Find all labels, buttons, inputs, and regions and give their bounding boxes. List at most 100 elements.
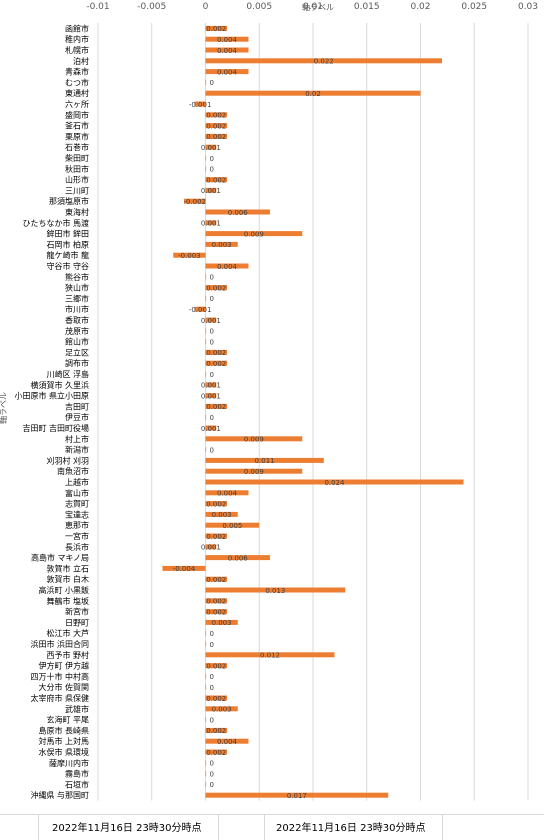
bar-value-label: 0.009 bbox=[244, 230, 264, 238]
category-label: 吉田町 bbox=[65, 402, 89, 411]
bar bbox=[162, 565, 206, 571]
x-tick-label: 0 bbox=[203, 2, 209, 12]
bar bbox=[205, 47, 249, 53]
bar bbox=[194, 101, 206, 107]
bar bbox=[205, 619, 238, 625]
bar-value-label: 0.009 bbox=[244, 436, 264, 444]
category-label: 敦賀市 立石 bbox=[46, 563, 89, 573]
bar-value-label: 0 bbox=[210, 79, 214, 87]
bar-value-label: 0.002 bbox=[206, 360, 226, 368]
category-label: 山形市 bbox=[65, 175, 89, 185]
bar bbox=[205, 447, 207, 453]
bars bbox=[162, 25, 464, 798]
category-label: 函館市 bbox=[65, 23, 89, 33]
bar bbox=[205, 360, 227, 366]
category-label: 館山市 bbox=[65, 337, 89, 347]
bar-value-label: 0 bbox=[210, 328, 214, 336]
bar-value-label: -0.002 bbox=[183, 198, 206, 206]
bar bbox=[205, 652, 335, 658]
footer-timestamp-left: 2022年11月16日 23時30分時点 bbox=[52, 823, 202, 834]
bar bbox=[205, 393, 217, 399]
bar-value-label: 0 bbox=[210, 166, 214, 174]
bar bbox=[205, 533, 227, 539]
bar bbox=[205, 231, 303, 237]
category-label: 稚内市 bbox=[65, 34, 89, 44]
category-label: 泊村 bbox=[73, 56, 89, 66]
bar bbox=[205, 241, 238, 247]
x-tick-label: 0.005 bbox=[246, 2, 272, 12]
x-tick-label: 0.015 bbox=[354, 2, 380, 12]
category-label: 那須塩原市 bbox=[49, 196, 89, 206]
bar-value-label: 0 bbox=[210, 371, 214, 379]
y-axis-title: 軸ラベル bbox=[0, 392, 8, 424]
x-tick-label: 0.02 bbox=[410, 2, 430, 12]
bar bbox=[205, 36, 249, 42]
bar bbox=[205, 501, 227, 507]
bar bbox=[205, 738, 249, 744]
bar bbox=[205, 295, 207, 301]
bar-value-label: 0.004 bbox=[217, 490, 238, 498]
bar bbox=[205, 274, 207, 280]
bar bbox=[205, 339, 207, 345]
bar-value-label: 0 bbox=[210, 673, 214, 681]
category-label: 盛岡市 bbox=[65, 110, 89, 120]
category-label: 水俣市 県環境 bbox=[38, 747, 89, 757]
bar bbox=[205, 749, 227, 755]
bar-value-label: 0.001 bbox=[201, 144, 221, 152]
bar bbox=[205, 220, 217, 226]
category-label: 調布市 bbox=[65, 358, 89, 368]
bar-value-label: 0.003 bbox=[212, 619, 232, 627]
bar bbox=[194, 306, 206, 312]
category-label: 西予市 野村 bbox=[46, 650, 89, 660]
bar bbox=[205, 706, 238, 712]
category-label: 高浜町 小黒飯 bbox=[38, 585, 89, 595]
bar bbox=[205, 641, 207, 647]
bar-value-label: 0.012 bbox=[260, 652, 280, 660]
category-label: 石垣市 bbox=[65, 779, 89, 789]
category-label: 伊豆市 bbox=[65, 412, 89, 422]
bar bbox=[205, 177, 227, 183]
footer-divider bbox=[264, 815, 265, 840]
bar-value-label: 0.001 bbox=[201, 392, 221, 400]
bar-value-label: 0.002 bbox=[206, 533, 226, 541]
bar-value-label: -0.001 bbox=[189, 306, 212, 314]
x-tick-label: 0.03 bbox=[518, 2, 538, 12]
bar bbox=[205, 187, 217, 193]
footer-bar: 2022年11月16日 23時30分時点 2022年11月16日 23時30分時… bbox=[0, 814, 544, 840]
bar bbox=[205, 598, 227, 604]
bar-value-label: 0 bbox=[210, 630, 214, 638]
bar bbox=[205, 727, 227, 733]
bar bbox=[205, 371, 207, 377]
category-label: 松江市 大芦 bbox=[46, 628, 89, 638]
footer-divider bbox=[38, 815, 39, 840]
category-label: 秋田市 bbox=[65, 164, 89, 174]
bar bbox=[205, 414, 207, 420]
bar bbox=[205, 69, 249, 75]
bar-value-label: 0.006 bbox=[228, 209, 249, 217]
category-label: 香取市 bbox=[65, 315, 89, 325]
bar-value-label: 0.003 bbox=[212, 706, 232, 714]
category-label: 志賀町 bbox=[65, 499, 89, 509]
category-label: 宝達志 bbox=[65, 509, 89, 519]
category-label: 太宰府市 県保健 bbox=[30, 693, 89, 703]
bar-value-label: 0.001 bbox=[201, 220, 221, 228]
bar-value-label: 0.002 bbox=[206, 749, 226, 757]
category-label: 市川市 bbox=[65, 304, 89, 314]
bar bbox=[205, 349, 227, 355]
category-label: 伊方町 伊方越 bbox=[38, 661, 89, 671]
category-label: 鉾田市 鉾田 bbox=[46, 229, 89, 239]
category-label: 薩摩川内市 bbox=[49, 758, 89, 768]
category-label: 新宮市 bbox=[65, 607, 89, 617]
bar-value-label: 0.005 bbox=[222, 522, 242, 530]
bar-value-label: 0.002 bbox=[206, 176, 226, 184]
category-label: 横須賀市 久里浜 bbox=[30, 380, 89, 390]
category-label: 敦賀市 白木 bbox=[46, 574, 89, 584]
bar bbox=[205, 468, 303, 474]
category-label: 小田原市 県立小田原 bbox=[14, 391, 89, 401]
bar-value-label: 0.024 bbox=[324, 479, 345, 487]
bar bbox=[205, 112, 227, 118]
bar bbox=[205, 760, 207, 766]
bar bbox=[205, 382, 217, 388]
bar-value-label: 0.004 bbox=[217, 36, 238, 44]
bar bbox=[205, 673, 207, 679]
